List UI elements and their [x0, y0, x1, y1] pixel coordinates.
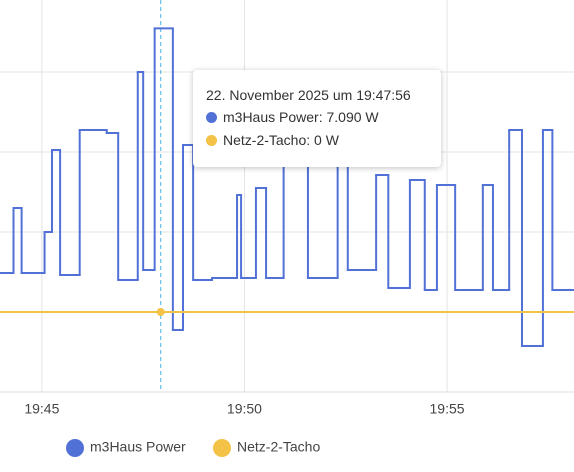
- x-tick-label: 19:45: [24, 401, 59, 417]
- tooltip-line: Netz-2-Tacho: 0 W: [206, 132, 339, 148]
- legend-swatch: [66, 439, 84, 457]
- x-tick-label: 19:55: [430, 401, 465, 417]
- tooltip-text: Netz-2-Tacho: 0 W: [223, 132, 339, 148]
- legend-swatch: [213, 439, 231, 457]
- tooltip-text: m3Haus Power: 7.090 W: [223, 109, 379, 125]
- step-riser: [12, 28, 554, 346]
- legend-label: Netz-2-Tacho: [237, 439, 320, 455]
- tooltip-dot: [206, 135, 217, 146]
- tooltip-line: m3Haus Power: 7.090 W: [206, 109, 379, 125]
- tooltip: 22. November 2025 um 19:47:56 m3Haus Pow…: [193, 70, 441, 167]
- legend-label: m3Haus Power: [90, 439, 186, 455]
- cursor-dot: [156, 308, 165, 316]
- tooltip-title: 22. November 2025 um 19:47:56: [206, 87, 411, 103]
- tooltip-dot: [206, 112, 217, 123]
- x-tick-label: 19:50: [227, 401, 262, 417]
